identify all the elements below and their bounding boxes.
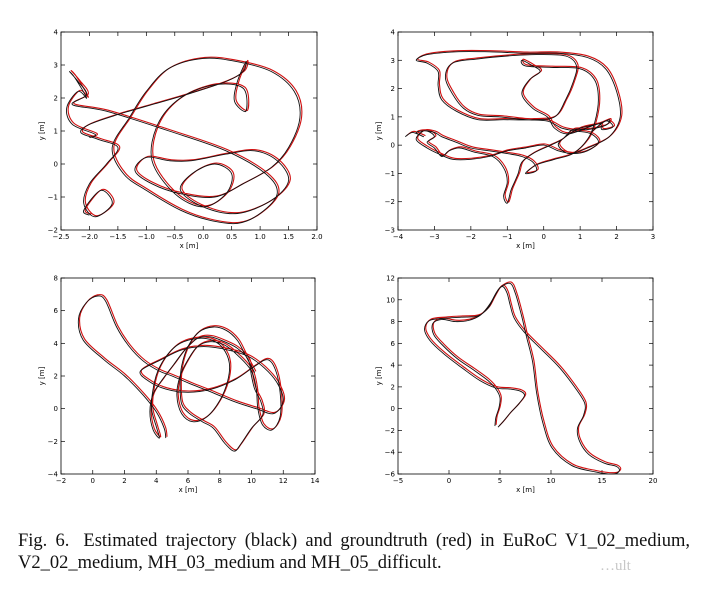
y-tick-label: −6 [385, 471, 396, 479]
caption-label: Fig. 6. [18, 531, 70, 551]
series-estimated-line [405, 51, 621, 204]
y-tick-label: 2 [391, 383, 395, 391]
x-tick-label: 0 [447, 477, 451, 485]
y-tick-label: 1 [54, 128, 58, 136]
y-tick-label: 10 [386, 296, 395, 304]
series-estimated-line [424, 282, 620, 475]
x-tick-label: 10 [547, 477, 556, 485]
x-tick-label: 10 [247, 477, 256, 485]
y-tick-label: −2 [385, 427, 395, 435]
x-tick-label: −5 [393, 477, 403, 485]
series-groundtruth-line [406, 49, 623, 203]
y-tick-label: 3 [54, 62, 58, 70]
x-tick-label: −1 [502, 233, 512, 241]
x-tick-label: 8 [218, 477, 222, 485]
x-tick-label: 12 [279, 477, 288, 485]
y-tick-label: −4 [385, 449, 396, 457]
figure-panels: −2.5 −2.0 −1.5 −1.0 −0.5 0.0 0.5 1.0 1.5 2.0 −2 −1 0… [38, 29, 657, 495]
x-tick-label: −4 [393, 233, 404, 241]
x-tick-label: 1 [578, 233, 582, 241]
y-tick-label: 12 [386, 275, 395, 283]
series-estimated-line [66, 57, 301, 225]
x-tick-label: 0.5 [226, 233, 237, 241]
x-axis-label: x [m] [180, 242, 199, 250]
x-tick-label: −2.5 [53, 233, 70, 241]
y-tick-label: −1 [385, 170, 395, 178]
y-tick-label: 6 [54, 307, 59, 315]
y-tick-label: 0 [54, 161, 58, 169]
y-axis-label: y [m] [375, 121, 383, 140]
x-axis-label: x [m] [179, 486, 198, 494]
x-tick-label: 14 [311, 477, 320, 485]
y-tick-label: 1 [391, 113, 395, 121]
x-tick-label: 0 [91, 477, 95, 485]
y-tick-label: −4 [48, 471, 59, 479]
x-axis-label: x [m] [516, 486, 535, 494]
y-tick-label: 2 [391, 85, 395, 93]
series-estimated-line [77, 295, 284, 452]
y-tick-label: 8 [391, 318, 395, 326]
y-axis-label: y [m] [38, 366, 46, 385]
plot-frame [397, 31, 654, 231]
y-tick-label: 3 [391, 57, 395, 65]
x-tick-label: −3 [429, 233, 439, 241]
y-axis-label: y [m] [38, 121, 46, 140]
series-groundtruth-line [67, 56, 303, 224]
x-tick-label: 20 [649, 477, 658, 485]
y-tick-label: 8 [54, 275, 58, 283]
x-tick-label: −2 [466, 233, 476, 241]
x-tick-label: 2.0 [311, 233, 322, 241]
x-tick-label: 5 [498, 477, 502, 485]
y-tick-label: 6 [391, 340, 396, 348]
x-tick-label: 4 [154, 477, 159, 485]
y-axis-label: y [m] [375, 366, 383, 385]
y-tick-label: 4 [54, 340, 59, 348]
y-tick-label: −2 [385, 198, 395, 206]
x-tick-label: 0 [541, 233, 545, 241]
y-tick-label: 4 [54, 29, 59, 37]
y-tick-label: 4 [391, 29, 396, 37]
x-tick-label: −2.0 [81, 233, 98, 241]
y-tick-label: 4 [391, 362, 396, 370]
y-tick-label: −3 [385, 227, 395, 235]
plot-frame [60, 31, 318, 231]
panel-v1-02-medium: −2.5 −2.0 −1.5 −1.0 −0.5 0.0 0.5 1.0 1.5 2.0 −2 −1 0… [38, 29, 323, 251]
x-axis-label: x [m] [516, 242, 535, 250]
x-tick-label: 3 [651, 233, 655, 241]
y-tick-label: −2 [48, 227, 58, 235]
caption-text: Estimated trajectory (black) and groundt… [18, 531, 690, 573]
plot-frame [397, 277, 654, 475]
x-tick-label: −1.5 [109, 233, 126, 241]
y-tick-label: 2 [54, 373, 58, 381]
x-tick-label: −2 [56, 477, 66, 485]
y-tick-label: 2 [54, 95, 58, 103]
y-tick-label: 0 [391, 142, 395, 150]
x-tick-label: 2 [122, 477, 126, 485]
x-tick-label: 15 [598, 477, 607, 485]
x-tick-label: 6 [186, 477, 191, 485]
y-tick-label: −1 [48, 194, 58, 202]
panel-mh-05-difficult: −5 0 5 10 15 20 −6 −4 −2 0 2 4 6 8 10 12 x [m] y [m] [375, 275, 657, 495]
x-tick-label: 2 [614, 233, 618, 241]
figure-caption: Fig. 6. Estimated trajectory (black) and … [18, 530, 690, 574]
y-tick-label: 0 [391, 405, 395, 413]
y-tick-label: −2 [48, 438, 58, 446]
x-tick-label: 1.0 [255, 233, 266, 241]
x-tick-label: 0.0 [198, 233, 209, 241]
x-tick-label: 1.5 [283, 233, 294, 241]
x-tick-label: −0.5 [166, 233, 183, 241]
watermark-text: …ult [600, 558, 631, 574]
x-tick-label: −1.0 [138, 233, 155, 241]
y-tick-label: 0 [54, 405, 58, 413]
